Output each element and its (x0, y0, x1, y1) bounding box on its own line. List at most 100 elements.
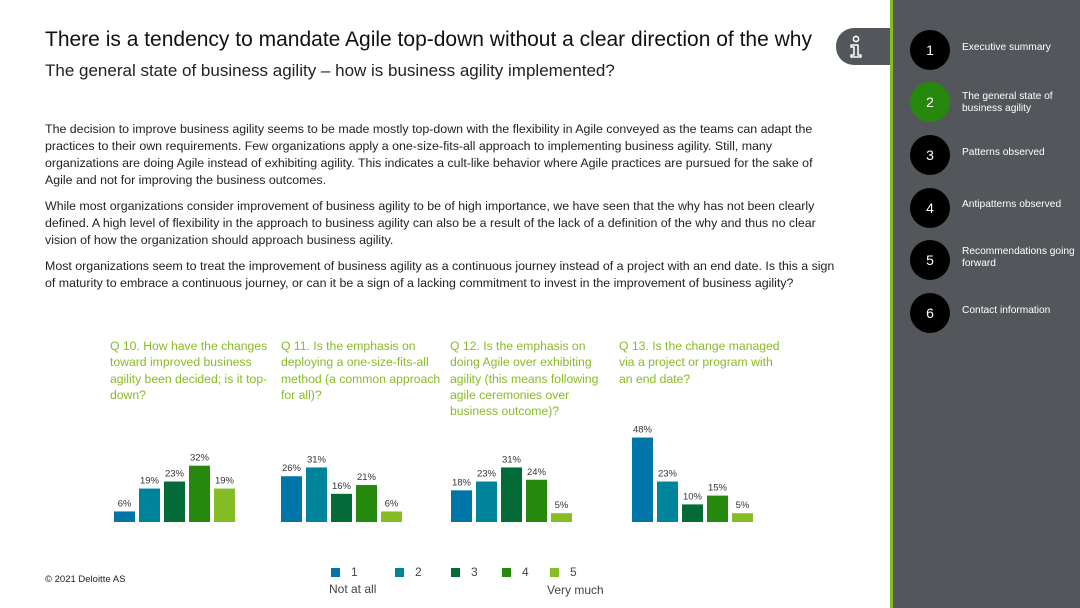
chart-q10: 6% 19% 23% 32% 19% (114, 420, 272, 525)
chart-q11: 26% 31% 16% 21% 6% (281, 420, 439, 525)
chart-q13-svg: 48% 23% 10% 15% 5% (632, 425, 753, 522)
chart-q12-svg: 18% 23% 31% 24% 5% (451, 454, 572, 522)
bar-4 (189, 465, 210, 522)
copyright: © 2021 Deloitte AS (45, 574, 126, 585)
bar-value-label: 24% (527, 467, 547, 478)
question-line: doing Agile over exhibiting (450, 355, 592, 370)
sidebar-item-patterns[interactable]: 3 Patterns observed (910, 135, 1080, 179)
question-q11: Q 11. Is the emphasis on deploying a one… (281, 338, 449, 403)
page-title: There is a tendency to mandate Agile top… (45, 28, 812, 51)
bar-value-label: 21% (357, 472, 377, 483)
legend-swatch (451, 567, 460, 577)
bar-3 (682, 504, 703, 522)
bar-value-label: 6% (118, 498, 132, 509)
legend-label: 1 (351, 565, 358, 579)
nav-number: 3 (910, 135, 950, 175)
bar-value-label: 23% (165, 469, 185, 480)
chart-q11-svg: 26% 31% 16% 21% 6% (281, 454, 402, 522)
nav-label: Antipatterns observed (962, 199, 1062, 210)
legend-swatch (331, 567, 340, 577)
bar-3 (501, 467, 522, 522)
legend-label: 4 (522, 565, 529, 579)
sidebar-item-antipatterns[interactable]: 4 Antipatterns observed (910, 188, 1080, 232)
bar-1 (632, 437, 653, 522)
info-button[interactable] (836, 28, 890, 65)
nav-label: The general state of business agility (962, 91, 1053, 114)
question-line: an end date? (619, 371, 691, 386)
question-line: via a project or program with (619, 355, 773, 370)
sidebar-item-contact[interactable]: 6 Contact information (910, 293, 1080, 337)
question-line: method (a common approach (281, 371, 441, 386)
bar-4 (707, 495, 728, 522)
question-line: for all)? (281, 387, 322, 402)
question-line: Q 10. How have the changes (110, 339, 268, 353)
sidebar-item-general-state[interactable]: 2 The general state of business agility (910, 82, 1080, 126)
legend-item-3: 3 (451, 565, 478, 579)
bar-value-label: 18% (452, 477, 472, 488)
legend-high-label: Very much (547, 583, 604, 597)
question-line: deploying a one-size-fits-all (281, 355, 429, 370)
legend-item-1: 1 (331, 565, 358, 579)
question-line: agility (this means following (450, 371, 599, 386)
bar-2 (139, 488, 160, 522)
nav-number: 5 (910, 240, 950, 280)
slide: There is a tendency to mandate Agile top… (45, 28, 890, 601)
paragraph-2: While most organizations consider improv… (45, 199, 816, 247)
chart-q10-svg: 6% 19% 23% 32% 19% (114, 453, 235, 522)
chart-q13: 48% 23% 10% 15% 5% (632, 420, 790, 525)
bar-value-label: 5% (736, 500, 750, 511)
bar-5 (551, 513, 572, 522)
bar-4 (526, 479, 547, 522)
bar-value-label: 23% (658, 469, 678, 480)
question-q12: Q 12. Is the emphasis on doing Agile ove… (450, 338, 618, 419)
bar-value-label: 23% (477, 469, 497, 480)
bar-value-label: 6% (385, 498, 399, 509)
bar-2 (476, 481, 497, 522)
nav-number: 6 (910, 293, 950, 333)
info-icon (850, 35, 862, 58)
legend-label: 5 (570, 565, 577, 579)
bar-value-label: 19% (215, 476, 235, 487)
bar-value-label: 19% (140, 476, 160, 487)
legend-item-4: 4 (502, 565, 529, 579)
legend-label: 3 (471, 565, 478, 579)
bar-5 (381, 511, 402, 522)
bar-value-label: 26% (282, 463, 302, 474)
chart-q12: 18% 23% 31% 24% 5% (451, 420, 609, 525)
bar-2 (306, 467, 327, 522)
question-line: agile ceremonies over (450, 387, 570, 402)
bar-1 (114, 511, 135, 522)
nav-number: 1 (910, 30, 950, 70)
legend-label: 2 (415, 565, 422, 579)
bar-2 (657, 481, 678, 522)
bar-3 (164, 481, 185, 522)
bar-value-label: 16% (332, 481, 352, 492)
bar-1 (281, 476, 302, 522)
sidebar-item-recommendations[interactable]: 5 Recommendations going forward (910, 240, 1080, 284)
nav-label: Patterns observed (962, 147, 1045, 158)
legend-item-5: 5 (550, 565, 577, 579)
legend-low-label: Not at all (329, 582, 377, 596)
nav-label: Executive summary (962, 42, 1051, 53)
question-line: toward improved business (110, 355, 252, 370)
legend-swatch (502, 567, 511, 577)
question-line: down? (110, 387, 146, 402)
sidebar-item-executive-summary[interactable]: 1 Executive summary (910, 30, 1080, 74)
paragraph-3: Most organizations seem to treat the imp… (45, 259, 835, 290)
bar-3 (331, 493, 352, 522)
legend-swatch (550, 567, 559, 577)
sidebar-nav: 1 Executive summary 2 The general state … (893, 0, 1080, 608)
paragraph-1: The decision to improve business agility… (45, 122, 813, 187)
bar-5 (732, 513, 753, 522)
nav-label: Recommendations going forward (962, 246, 1075, 269)
question-q10: Q 10. How have the changes toward improv… (110, 338, 280, 403)
nav-label: Contact information (962, 305, 1051, 316)
legend: 1 2 3 4 5 Not at all Very much (329, 565, 629, 601)
question-line: business outcome)? (450, 404, 560, 419)
bar-value-label: 31% (307, 454, 327, 465)
legend-swatch (395, 567, 404, 577)
bar-value-label: 15% (708, 483, 728, 494)
legend-item-2: 2 (395, 565, 422, 579)
body-text: The decision to improve business agility… (45, 121, 835, 301)
bar-value-label: 48% (633, 425, 653, 436)
